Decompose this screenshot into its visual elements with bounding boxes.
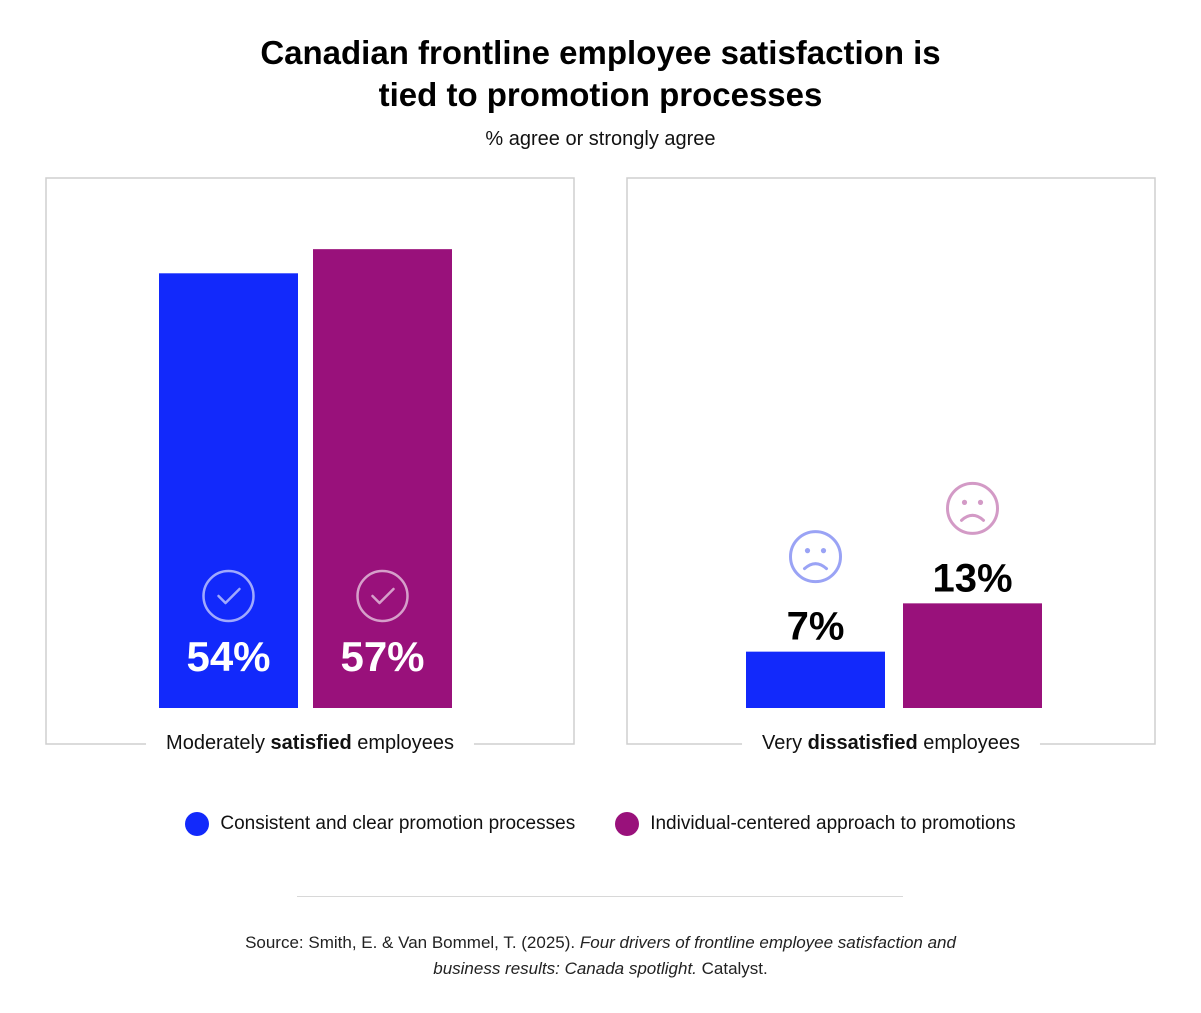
source-line-1: Source: Smith, E. & Van Bommel, T. (2025… [0, 930, 1201, 956]
legend-label-consistent: Consistent and clear promotion processes [220, 813, 576, 834]
data-label-1-2: 57% [340, 633, 424, 680]
sad-face-right-eye [820, 548, 827, 554]
sad-face-left-eye [961, 499, 968, 505]
bar-2-2 [903, 603, 1042, 708]
chart-panel-1: Moderately satisfied employees 54% 57% [45, 177, 575, 754]
category-label-2: Very dissatisfied employees [762, 732, 1020, 754]
check-circle-ring [202, 569, 255, 623]
panel-border-2 [626, 177, 1156, 745]
sad-face-outline [946, 481, 999, 535]
source-prefix: Source: Smith, E. & Van Bommel, T. (2025… [245, 933, 580, 952]
sad-face-right-eye [977, 499, 984, 505]
category-label-post: employees [352, 732, 454, 754]
source-suffix: Catalyst. [696, 959, 768, 978]
category-label-pre: Very [762, 732, 808, 754]
bar-1-2 [313, 249, 452, 708]
divider [297, 896, 903, 897]
legend-item-consistent: Consistent and clear promotion processes [185, 812, 575, 836]
source-line-2: business results: Canada spotlight. Cata… [0, 956, 1201, 982]
chart-title-line-2: tied to promotion processes [378, 76, 823, 113]
check-mark [371, 587, 395, 605]
legend-swatch-blue [185, 812, 210, 836]
legend-swatch-purple [615, 812, 640, 836]
sad-face-icon [789, 530, 842, 584]
chart-title-line-1: Canadian frontline employee satisfaction… [260, 34, 941, 71]
legend-label-individual: Individual-centered approach to promotio… [650, 813, 1016, 834]
category-label-pre: Moderately [166, 732, 271, 754]
legend-item-individual: Individual-centered approach to promotio… [615, 812, 1016, 836]
sad-face-mouth [803, 562, 828, 571]
panel-border-1 [45, 177, 575, 745]
chart-panel-2: Very dissatisfied employees 7% 13% [626, 177, 1156, 754]
check-circle-ring [356, 569, 409, 623]
sad-face-mouth [960, 513, 985, 522]
check-mark [217, 587, 241, 605]
bar-charts: Moderately satisfied employees 54% 57% Very… [45, 177, 1156, 754]
sad-face-left-eye [804, 548, 811, 554]
chart-title: Canadian frontline employee satisfaction… [0, 32, 1201, 116]
category-label-post: employees [918, 732, 1020, 754]
sad-face-icon [946, 481, 999, 535]
legend: Consistent and clear promotion processes… [0, 812, 1201, 836]
data-label-2-2: 13% [932, 556, 1012, 600]
bar-1-1 [159, 273, 298, 708]
chart-subtitle: % agree or strongly agree [485, 128, 716, 150]
category-label-bold: satisfied [271, 732, 352, 754]
category-label-bold: dissatisfied [808, 732, 918, 754]
source-title-part-1: Four drivers of frontline employee satis… [579, 933, 956, 952]
data-label-1-1: 54% [186, 633, 270, 680]
sad-face-outline [789, 530, 842, 584]
check-circle-icon [202, 569, 255, 623]
source-note: Source: Smith, E. & Van Bommel, T. (2025… [0, 930, 1201, 982]
category-label-1: Moderately satisfied employees [166, 732, 454, 754]
bar-2-1 [746, 651, 885, 708]
check-circle-icon [356, 569, 409, 623]
data-label-2-1: 7% [787, 605, 845, 649]
source-title-part-2: business results: Canada spotlight. [433, 959, 697, 978]
